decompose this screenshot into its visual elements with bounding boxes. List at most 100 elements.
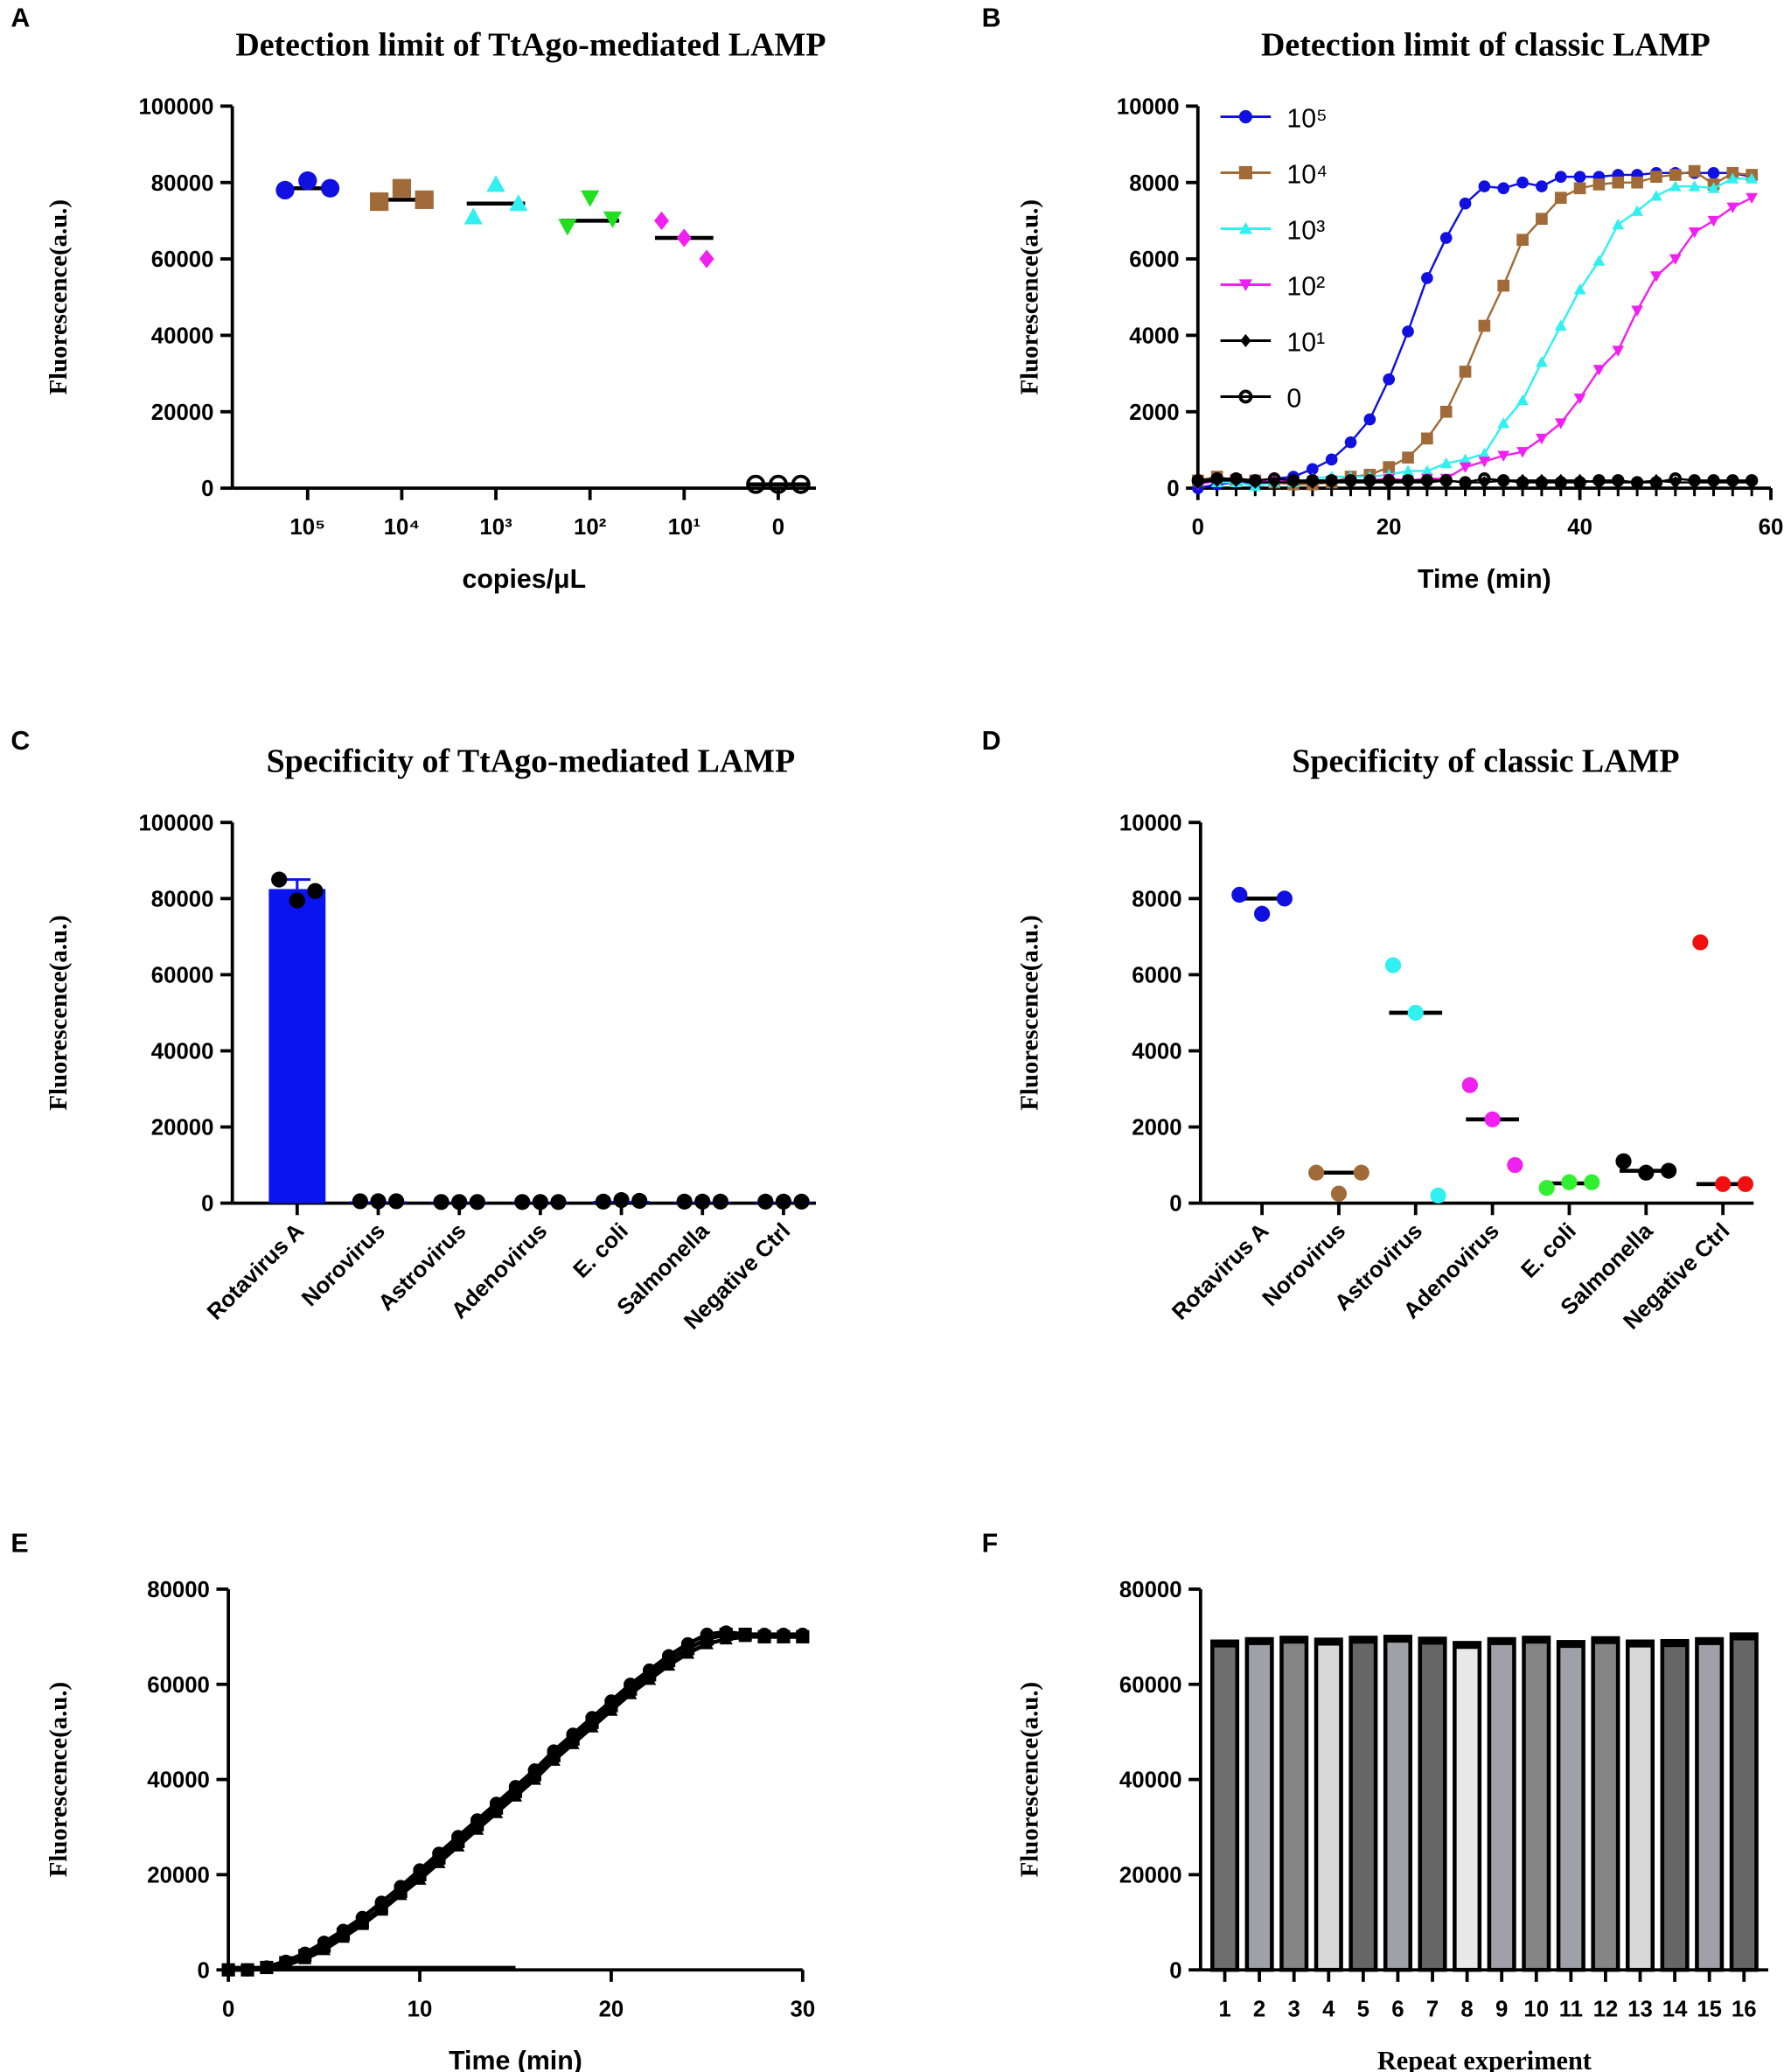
- series-line: [1197, 170, 1753, 485]
- x-axis-label: Time (min): [1418, 565, 1551, 594]
- x-axis-label: Repeat experiment: [1377, 2046, 1592, 2072]
- data-point: [298, 1946, 312, 1960]
- data-point: [662, 1649, 676, 1663]
- data-point: [1497, 182, 1510, 195]
- data-point: [1649, 476, 1663, 489]
- data-point: [1745, 474, 1759, 487]
- data-point: [1592, 178, 1606, 191]
- bar: [1591, 1636, 1620, 1972]
- data-point: [1554, 192, 1567, 204]
- data-point: [1478, 319, 1491, 332]
- data-point: [1402, 451, 1414, 464]
- data-point: [1630, 476, 1644, 489]
- data-point: [1536, 433, 1548, 445]
- data-point: [1421, 464, 1433, 476]
- data-point: [550, 1194, 567, 1210]
- data-point: [1561, 1174, 1578, 1190]
- data-point: [1191, 474, 1204, 487]
- data-point: [1363, 474, 1376, 487]
- data-point: [451, 1839, 465, 1852]
- data-point: [581, 190, 600, 207]
- y-axis-label: Fluorescence(a.u.): [45, 1682, 73, 1877]
- data-point: [1688, 180, 1701, 192]
- data-point: [1612, 176, 1625, 189]
- data-point: [1497, 417, 1510, 429]
- data-point: [775, 1193, 792, 1210]
- y-axis-label: Fluorescence(a.u.): [1015, 915, 1043, 1110]
- data-point: [566, 1727, 580, 1741]
- y-tick-label: 40000: [151, 324, 214, 349]
- data-point: [1692, 934, 1709, 951]
- data-point: [486, 175, 505, 192]
- data-point: [352, 1193, 368, 1210]
- data-point: [1307, 463, 1319, 476]
- data-point: [1439, 232, 1453, 244]
- data-point: [1484, 1111, 1501, 1127]
- y-tick-label: 100000: [138, 94, 213, 119]
- data-point: [1497, 450, 1510, 462]
- data-point: [547, 1744, 561, 1758]
- data-point: [624, 1687, 638, 1699]
- data-point: [1669, 472, 1682, 485]
- bar: [1487, 1636, 1516, 1972]
- data-point: [336, 1923, 351, 1937]
- data-point: [738, 1628, 752, 1642]
- panel-b: B Detection limit of classic LAMP Fluoresc…: [982, 3, 1784, 594]
- data-point: [320, 178, 340, 198]
- data-point: [643, 1663, 657, 1678]
- panel-d: D Specificity of classic LAMP Fluorescence…: [982, 727, 1754, 1335]
- data-point: [1707, 474, 1720, 487]
- x-tick-label: 1: [1218, 1997, 1230, 2021]
- data-point: [719, 1625, 733, 1639]
- data-point: [1459, 462, 1472, 473]
- x-tick-label: 3: [1288, 1997, 1300, 2021]
- data-point: [317, 1943, 331, 1956]
- data-point: [566, 1737, 580, 1749]
- data-point: [1592, 474, 1606, 487]
- data-point: [508, 1780, 523, 1794]
- x-tick-label: 20: [599, 1997, 624, 2021]
- data-point: [680, 1646, 695, 1659]
- y-tick-label: 2000: [1129, 401, 1179, 425]
- data-point: [374, 1895, 388, 1909]
- bar: [1383, 1635, 1412, 1972]
- bar: [268, 889, 326, 1203]
- data-point: [1554, 418, 1567, 429]
- y-tick-label: 0: [201, 477, 213, 501]
- x-tick-label: 13: [1627, 1997, 1653, 2021]
- panel-label: F: [982, 1529, 999, 1558]
- data-point: [791, 474, 811, 494]
- series-line: [228, 1635, 803, 1972]
- data-point: [1592, 255, 1606, 266]
- y-tick-label: 8000: [1129, 171, 1179, 196]
- data-point: [654, 211, 670, 230]
- data-point: [432, 1856, 446, 1868]
- x-tick-label: E. coli: [1516, 1218, 1580, 1282]
- data-point: [694, 1193, 711, 1210]
- data-point: [307, 883, 324, 899]
- bar: [1695, 1636, 1725, 1972]
- data-point: [1592, 365, 1606, 376]
- data-point: [1401, 474, 1415, 487]
- data-point: [1650, 190, 1662, 201]
- bar: [1418, 1636, 1447, 1972]
- y-tick-label: 0: [1169, 1192, 1181, 1217]
- data-point: [1421, 272, 1433, 284]
- data-point: [415, 190, 434, 209]
- bar: [1625, 1639, 1655, 1972]
- x-tick-label: 7: [1426, 1997, 1439, 2021]
- x-tick-label: Rotavirus A: [1167, 1218, 1273, 1324]
- data-point: [1584, 1174, 1600, 1190]
- data-point: [1554, 476, 1567, 489]
- data-point: [394, 1880, 408, 1894]
- data-point: [432, 1846, 446, 1860]
- legend-label: 10⁴: [1286, 161, 1328, 190]
- x-tick-label: E. coli: [568, 1218, 632, 1282]
- x-tick-label: 30: [790, 1997, 815, 2021]
- bar: [1244, 1636, 1274, 1972]
- data-point: [1439, 474, 1453, 487]
- y-axis-label: Fluorescence(a.u.): [1015, 1682, 1043, 1877]
- bar: [1556, 1640, 1585, 1972]
- panel-label: D: [982, 727, 1001, 756]
- data-point: [527, 1763, 541, 1777]
